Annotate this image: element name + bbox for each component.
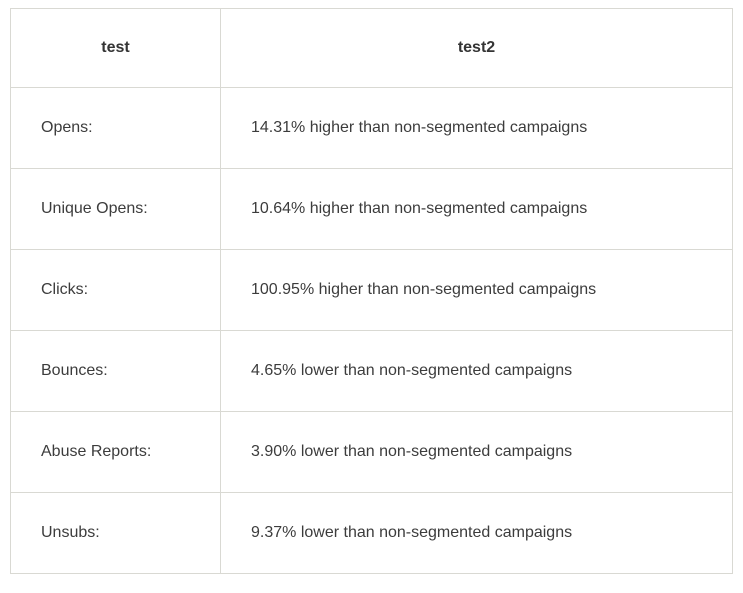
metric-label: Abuse Reports: <box>10 411 221 493</box>
column-header-value: test2 <box>220 8 733 88</box>
metric-value: 9.37% lower than non-segmented campaigns <box>220 492 733 574</box>
metric-value: 4.65% lower than non-segmented campaigns <box>220 330 733 412</box>
column-header-metric: test <box>10 8 221 88</box>
metric-label: Unique Opens: <box>10 168 221 250</box>
metric-value: 3.90% lower than non-segmented campaigns <box>220 411 733 493</box>
metric-label: Clicks: <box>10 249 221 331</box>
metric-value: 14.31% higher than non-segmented campaig… <box>220 87 733 169</box>
table-row-unique-opens: Unique Opens: 10.64% higher than non-seg… <box>10 168 733 250</box>
table-row-clicks: Clicks: 100.95% higher than non-segmente… <box>10 249 733 331</box>
table-row-abuse-reports: Abuse Reports: 3.90% lower than non-segm… <box>10 411 733 493</box>
stats-table-container: test test2 Opens: 14.31% higher than non… <box>10 8 733 574</box>
table-row-opens: Opens: 14.31% higher than non-segmented … <box>10 87 733 169</box>
table-row-unsubs: Unsubs: 9.37% lower than non-segmented c… <box>10 492 733 574</box>
metric-label: Unsubs: <box>10 492 221 574</box>
table-row-bounces: Bounces: 4.65% lower than non-segmented … <box>10 330 733 412</box>
table-header-row: test test2 <box>10 8 733 88</box>
segmented-campaign-stats-table: test test2 Opens: 14.31% higher than non… <box>10 8 733 574</box>
metric-value: 100.95% higher than non-segmented campai… <box>220 249 733 331</box>
metric-value: 10.64% higher than non-segmented campaig… <box>220 168 733 250</box>
metric-label: Opens: <box>10 87 221 169</box>
metric-label: Bounces: <box>10 330 221 412</box>
